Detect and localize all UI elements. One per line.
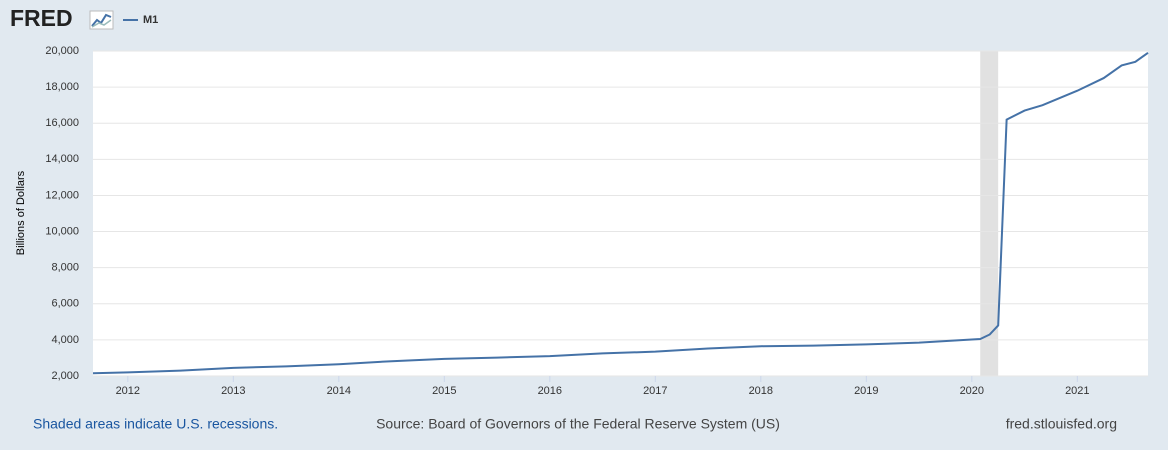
y-tick-label: 4,000 (51, 334, 79, 346)
x-tick-label: 2016 (538, 385, 562, 397)
logo: FRED (10, 5, 73, 31)
y-tick-label: 14,000 (45, 153, 79, 165)
recession-note[interactable]: Shaded areas indicate U.S. recessions. (33, 416, 278, 432)
x-tick-label: 2019 (854, 385, 878, 397)
y-tick-label: 8,000 (51, 262, 79, 274)
x-tick-label: 2018 (749, 385, 773, 397)
recession-band (980, 51, 999, 376)
y-axis-label: Billions of Dollars (15, 170, 27, 255)
y-tick-label: 18,000 (45, 81, 79, 93)
y-tick-label: 12,000 (45, 189, 79, 201)
data-line (92, 51, 1149, 375)
x-tick-label: 2013 (221, 385, 245, 397)
site[interactable]: fred.stlouisfed.org (1006, 416, 1117, 432)
x-tick-label: 2015 (432, 385, 456, 397)
y-tick-label: 20,000 (45, 45, 79, 57)
x-tick-label: 2014 (327, 385, 351, 397)
y-tick-label: 2,000 (51, 370, 79, 382)
x-tick-label: 2017 (643, 385, 667, 397)
source: Source: Board of Governors of the Federa… (376, 416, 780, 432)
x-tick-label: 2020 (960, 385, 984, 397)
y-tick-label: 16,000 (45, 117, 79, 129)
y-tick-label: 10,000 (45, 225, 79, 237)
x-tick-label: 2021 (1065, 385, 1089, 397)
plot-area (93, 51, 1148, 376)
legend-label: M1 (143, 14, 158, 26)
logo-icon (89, 10, 114, 30)
x-tick-label: 2012 (116, 385, 140, 397)
y-tick-label: 6,000 (51, 298, 79, 310)
